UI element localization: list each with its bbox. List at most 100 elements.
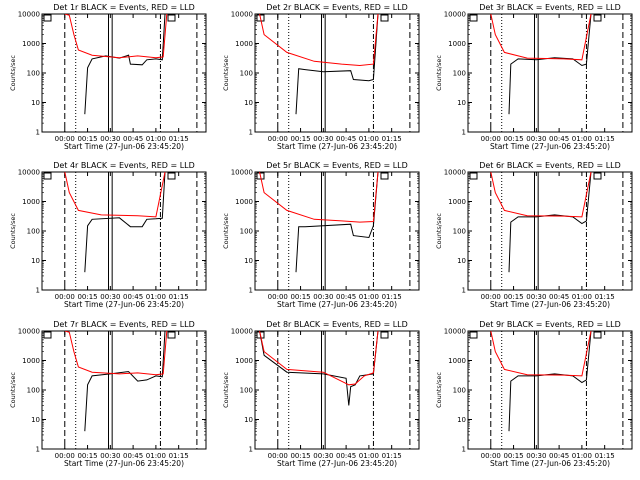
- panel-2: Det 2r BLACK = Events, RED = LLD 1 10 100 10…: [222, 3, 420, 151]
- x-tick-label: 00:45: [123, 293, 143, 301]
- panel-title: Det 5r BLACK = Events, RED = LLD: [266, 161, 408, 170]
- y-axis-label: Counts/sec: [9, 55, 17, 91]
- x-tick-label: 00:45: [123, 452, 143, 460]
- y-tick-label: 10000: [231, 11, 253, 19]
- x-axis-label: Start Time (27-Jun-06 23:45:20): [277, 459, 397, 468]
- x-tick-label: 01:15: [382, 293, 402, 301]
- y-tick-label: 10000: [18, 11, 40, 19]
- y-tick-label: 100: [240, 228, 253, 236]
- y-tick-label: 1000: [22, 40, 40, 48]
- saa-box-marker: [380, 331, 389, 339]
- events-series-line: [84, 172, 166, 273]
- panel-1: Det 1r BLACK = Events, RED = LLD 1 10 100 10…: [9, 3, 207, 151]
- y-tick-label: 1: [249, 129, 253, 137]
- panel-title: Det 9r BLACK = Events, RED = LLD: [479, 320, 621, 329]
- y-tick-label: 1000: [22, 198, 40, 206]
- lld-series-line: [64, 14, 168, 59]
- y-tick-label: 1: [462, 446, 466, 454]
- x-tick-label: 01:15: [595, 293, 615, 301]
- saa-box-marker: [593, 172, 602, 180]
- x-tick-label: 01:15: [382, 135, 402, 143]
- y-tick-label: 100: [453, 70, 466, 78]
- x-tick-label: 01:15: [169, 452, 189, 460]
- x-tick-label: 01:15: [595, 135, 615, 143]
- y-tick-label: 1000: [448, 198, 466, 206]
- plot-frame: [467, 171, 633, 291]
- y-tick-label: 1000: [22, 357, 40, 365]
- x-tick-label: 00:15: [77, 452, 97, 460]
- y-tick-label: 10: [31, 99, 40, 107]
- y-tick-label: 1: [36, 287, 40, 295]
- lld-series-line: [490, 172, 592, 218]
- lld-series-line: [259, 172, 379, 223]
- x-tick-label: 00:15: [290, 135, 310, 143]
- y-tick-label: 1: [36, 129, 40, 137]
- y-tick-label: 10000: [444, 11, 466, 19]
- x-tick-label: 00:30: [313, 452, 333, 460]
- x-tick-label: 01:00: [359, 135, 379, 143]
- saa-box-marker: [167, 172, 176, 180]
- x-tick-label: 00:00: [268, 452, 288, 460]
- panel-title: Det 2r BLACK = Events, RED = LLD: [266, 3, 408, 12]
- y-tick-label: 10000: [444, 328, 466, 336]
- x-tick-label: 00:15: [77, 135, 97, 143]
- x-tick-label: 01:00: [359, 293, 379, 301]
- y-tick-label: 1000: [448, 357, 466, 365]
- y-tick-label: 10: [244, 99, 253, 107]
- x-tick-label: 00:45: [549, 293, 569, 301]
- x-tick-label: 00:30: [100, 135, 120, 143]
- x-tick-label: 00:30: [526, 452, 546, 460]
- x-axis-label: Start Time (27-Jun-06 23:45:20): [64, 300, 184, 309]
- y-tick-label: 1: [249, 287, 253, 295]
- saa-box-marker: [43, 172, 52, 180]
- y-tick-label: 10: [457, 99, 466, 107]
- events-series-line: [508, 14, 592, 115]
- x-axis-label: Start Time (27-Jun-06 23:45:20): [490, 142, 610, 151]
- x-tick-label: 00:00: [481, 452, 501, 460]
- y-tick-label: 10: [457, 257, 466, 265]
- x-tick-label: 01:00: [572, 135, 592, 143]
- panel-title: Det 8r BLACK = Events, RED = LLD: [266, 320, 408, 329]
- saa-box-marker: [593, 331, 602, 339]
- panel-title: Det 4r BLACK = Events, RED = LLD: [53, 161, 195, 170]
- x-tick-label: 01:00: [572, 452, 592, 460]
- y-tick-label: 100: [453, 387, 466, 395]
- x-tick-label: 00:30: [100, 452, 120, 460]
- x-axis-label: Start Time (27-Jun-06 23:45:20): [277, 142, 397, 151]
- x-tick-label: 01:00: [359, 452, 379, 460]
- events-series-line: [508, 331, 592, 432]
- x-tick-label: 00:00: [55, 135, 75, 143]
- plot-frame: [254, 13, 420, 133]
- saa-box-marker: [469, 331, 478, 339]
- x-tick-label: 00:00: [268, 293, 288, 301]
- x-tick-label: 00:30: [313, 293, 333, 301]
- x-tick-label: 00:30: [313, 135, 333, 143]
- y-tick-label: 100: [240, 70, 253, 78]
- panel-title: Det 7r BLACK = Events, RED = LLD: [53, 320, 195, 329]
- lld-series-line: [259, 14, 379, 67]
- x-tick-label: 00:15: [503, 452, 523, 460]
- y-tick-label: 10: [457, 416, 466, 424]
- panel-8: Det 8r BLACK = Events, RED = LLD 1 10 100 10…: [222, 320, 420, 468]
- x-tick-label: 01:15: [595, 452, 615, 460]
- panel-3: Det 3r BLACK = Events, RED = LLD 1 10 100 10…: [435, 3, 633, 151]
- x-tick-label: 00:00: [268, 135, 288, 143]
- y-tick-label: 100: [27, 70, 40, 78]
- y-tick-label: 1000: [235, 198, 253, 206]
- y-axis-label: Counts/sec: [435, 372, 443, 408]
- panel-9: Det 9r BLACK = Events, RED = LLD 1 10 100 10…: [435, 320, 633, 468]
- y-axis-label: Counts/sec: [9, 213, 17, 249]
- x-tick-label: 00:30: [526, 293, 546, 301]
- plot-frame: [41, 13, 207, 133]
- y-tick-label: 100: [27, 228, 40, 236]
- x-tick-label: 00:45: [549, 135, 569, 143]
- events-series-line: [295, 172, 379, 273]
- y-axis-label: Counts/sec: [222, 55, 230, 91]
- panel-4: Det 4r BLACK = Events, RED = LLD 1 10 100 10…: [9, 161, 207, 309]
- x-axis-label: Start Time (27-Jun-06 23:45:20): [490, 459, 610, 468]
- x-axis-label: Start Time (27-Jun-06 23:45:20): [64, 459, 184, 468]
- x-tick-label: 01:15: [169, 293, 189, 301]
- events-series-line: [84, 331, 166, 432]
- x-tick-label: 00:45: [123, 135, 143, 143]
